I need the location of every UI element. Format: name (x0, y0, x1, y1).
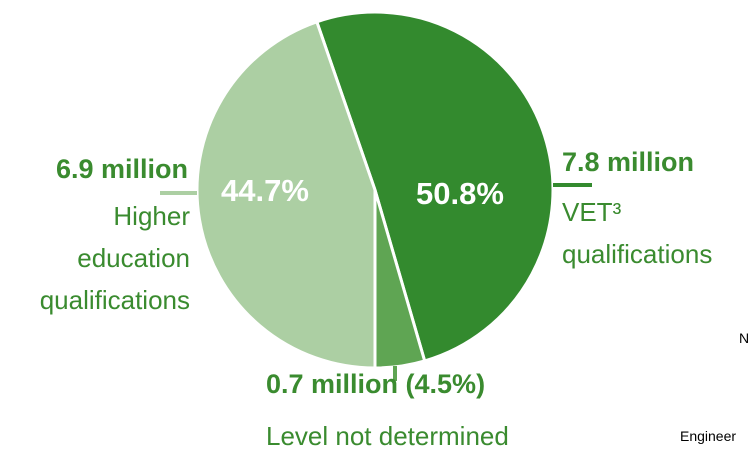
background-text: N (739, 330, 749, 346)
pie-slice (315, 10, 555, 363)
background-text: Engineer (680, 428, 737, 444)
pie-slice (195, 20, 377, 370)
amount-label: 0.7 million (4.5%) (266, 369, 486, 399)
amount-label: 7.8 million (562, 147, 695, 177)
value-label: 50.8% (416, 176, 504, 211)
category-label: VET³ qualifications (562, 197, 713, 269)
category-label: Higher education qualifications (39, 201, 190, 315)
value-label: 44.7% (221, 173, 309, 208)
amount-label: 6.9 million (55, 154, 188, 184)
category-label: Level not determined (266, 421, 509, 451)
